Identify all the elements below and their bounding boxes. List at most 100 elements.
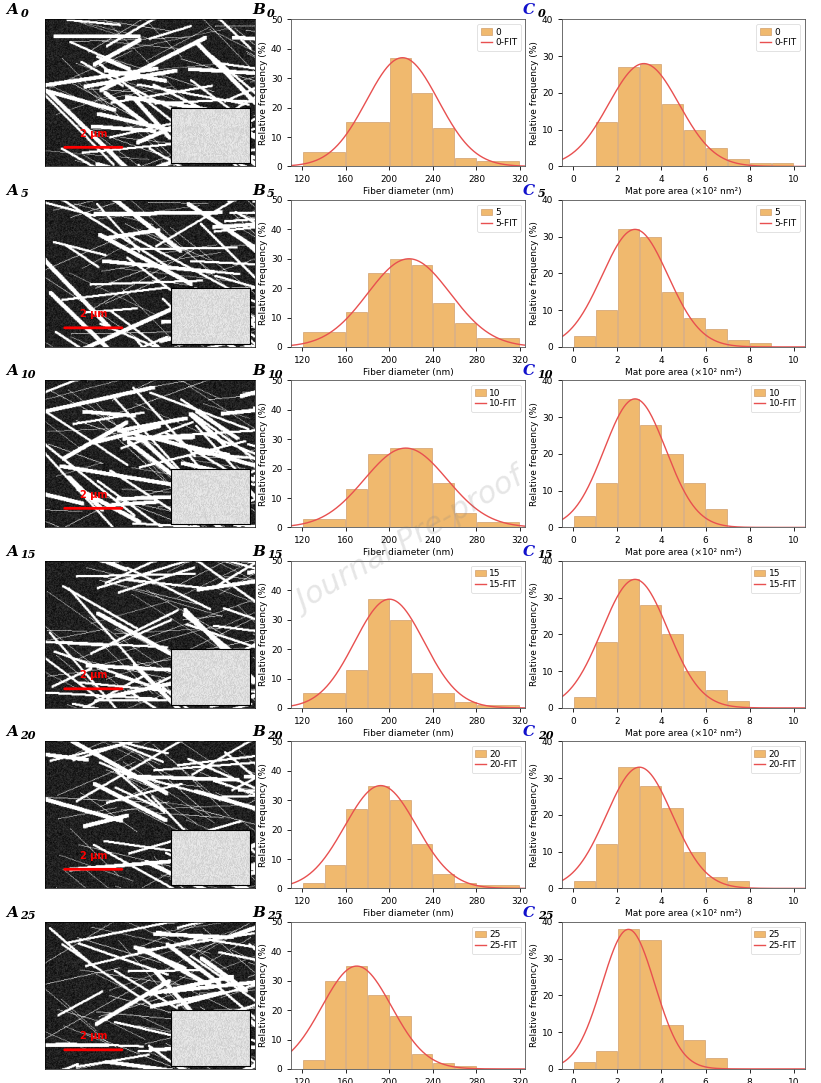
X-axis label: Mat pore area (×10² nm²): Mat pore area (×10² nm²)	[625, 187, 742, 196]
Text: A: A	[6, 364, 17, 378]
Bar	[346, 966, 367, 1069]
Legend: 20, 20-FIT: 20, 20-FIT	[471, 746, 521, 773]
Text: C: C	[523, 905, 535, 919]
Bar	[303, 883, 323, 888]
Text: 5: 5	[538, 188, 545, 199]
Bar	[455, 158, 476, 167]
Bar	[684, 483, 705, 527]
Bar	[303, 152, 346, 167]
Bar	[368, 454, 389, 527]
Text: 0: 0	[538, 8, 545, 18]
Bar	[324, 981, 346, 1069]
Bar	[303, 519, 346, 527]
Text: 2 μm: 2 μm	[80, 309, 107, 319]
Bar	[477, 160, 520, 167]
Bar	[346, 669, 367, 708]
Bar	[390, 448, 410, 527]
Y-axis label: Relative frequency (%): Relative frequency (%)	[259, 583, 268, 687]
Text: 10: 10	[267, 368, 282, 379]
Bar	[596, 483, 617, 527]
Bar	[706, 1058, 727, 1069]
Bar	[596, 845, 617, 888]
Text: A: A	[6, 726, 17, 740]
Bar	[662, 291, 683, 347]
Y-axis label: Relative frequency (%): Relative frequency (%)	[530, 41, 539, 145]
X-axis label: Fiber diameter (nm): Fiber diameter (nm)	[363, 548, 454, 558]
Bar	[684, 671, 705, 708]
Bar	[303, 1060, 323, 1069]
Bar	[640, 64, 661, 167]
Text: B: B	[252, 184, 265, 198]
Y-axis label: Relative frequency (%): Relative frequency (%)	[530, 222, 539, 325]
Bar	[390, 57, 410, 167]
Y-axis label: Relative frequency (%): Relative frequency (%)	[259, 943, 268, 1047]
Legend: 20, 20-FIT: 20, 20-FIT	[750, 746, 800, 773]
Text: 2 μm: 2 μm	[80, 490, 107, 499]
Text: Journal Pre-proof: Journal Pre-proof	[292, 465, 529, 618]
X-axis label: Fiber diameter (nm): Fiber diameter (nm)	[363, 910, 454, 918]
Text: 2 μm: 2 μm	[80, 850, 107, 861]
Bar	[368, 995, 389, 1069]
Bar	[684, 130, 705, 167]
Bar	[477, 522, 520, 527]
Text: 15: 15	[267, 549, 282, 560]
Bar	[433, 303, 454, 347]
Bar	[346, 312, 367, 347]
Bar	[433, 1064, 454, 1069]
Legend: 0, 0-FIT: 0, 0-FIT	[477, 24, 521, 51]
Bar	[596, 642, 617, 708]
Bar	[596, 122, 617, 167]
Bar	[662, 104, 683, 167]
Bar	[574, 336, 595, 347]
Bar	[640, 425, 661, 527]
Bar	[455, 883, 476, 888]
Bar	[411, 1054, 433, 1069]
Bar	[728, 340, 749, 347]
Bar	[640, 940, 661, 1069]
Text: 20: 20	[21, 730, 36, 741]
Bar	[455, 324, 476, 347]
Text: B: B	[252, 905, 265, 919]
Y-axis label: Relative frequency (%): Relative frequency (%)	[259, 222, 268, 325]
Legend: 10, 10-FIT: 10, 10-FIT	[750, 386, 800, 412]
Bar	[662, 635, 683, 708]
Bar	[618, 579, 639, 708]
Bar	[596, 1051, 617, 1069]
Bar	[706, 690, 727, 708]
Text: 0: 0	[267, 8, 274, 18]
X-axis label: Mat pore area (×10² nm²): Mat pore area (×10² nm²)	[625, 729, 742, 738]
Legend: 0, 0-FIT: 0, 0-FIT	[756, 24, 800, 51]
Bar	[390, 259, 410, 347]
X-axis label: Fiber diameter (nm): Fiber diameter (nm)	[363, 368, 454, 377]
Bar	[706, 877, 727, 888]
Bar	[368, 599, 389, 708]
Bar	[684, 1040, 705, 1069]
Bar	[684, 317, 705, 347]
Legend: 15, 15-FIT: 15, 15-FIT	[471, 565, 521, 592]
Text: C: C	[523, 545, 535, 559]
Bar	[640, 785, 661, 888]
Bar	[411, 93, 433, 167]
Text: 25: 25	[538, 910, 553, 921]
X-axis label: Fiber diameter (nm): Fiber diameter (nm)	[363, 187, 454, 196]
Bar	[477, 705, 520, 708]
Bar	[750, 343, 771, 347]
Legend: 25, 25-FIT: 25, 25-FIT	[750, 927, 800, 953]
Y-axis label: Relative frequency (%): Relative frequency (%)	[530, 764, 539, 866]
Bar	[728, 882, 749, 888]
Bar	[684, 851, 705, 888]
Bar	[303, 693, 346, 708]
Text: 2 μm: 2 μm	[80, 129, 107, 139]
Text: A: A	[6, 545, 17, 559]
X-axis label: Mat pore area (×10² nm²): Mat pore area (×10² nm²)	[625, 368, 742, 377]
Bar	[574, 1061, 595, 1069]
Text: B: B	[252, 545, 265, 559]
Bar	[455, 512, 476, 527]
Bar	[346, 122, 389, 167]
X-axis label: Mat pore area (×10² nm²): Mat pore area (×10² nm²)	[625, 548, 742, 558]
Bar	[390, 1016, 410, 1069]
Bar	[706, 328, 727, 347]
Bar	[368, 273, 389, 347]
Text: 10: 10	[538, 368, 553, 379]
Bar	[368, 785, 389, 888]
